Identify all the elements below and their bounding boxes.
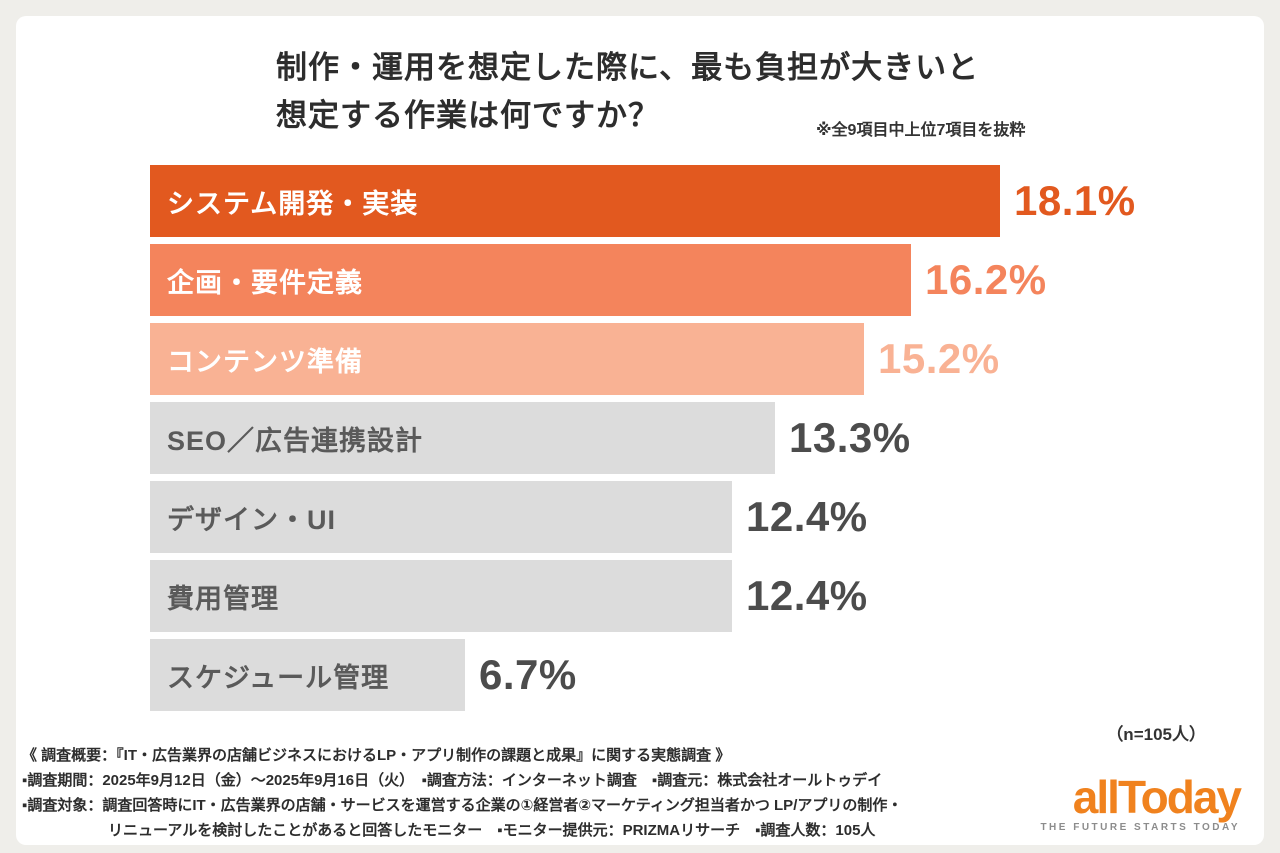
footer-line: リニューアルを検討したことがあると回答したモニター ▪モニター提供元：PRIZM… xyxy=(108,822,876,839)
bar-row: 企画・要件定義 16.2% xyxy=(150,244,1260,316)
bar-label: デザイン・UI xyxy=(167,504,336,535)
bar-row: デザイン・UI 12.4% xyxy=(150,481,1260,553)
bar: コンテンツ準備 xyxy=(150,323,864,395)
bar: 企画・要件定義 xyxy=(150,244,911,316)
bar-row: SEO／広告連携設計 13.3% xyxy=(150,402,1260,474)
footer-line: ▪調査期間：2025年9月12日（金）〜2025年9月16日（火） ▪調査方法：… xyxy=(22,772,883,789)
survey-chart-card: 制作・運用を想定した際に、最も負担が大きいと 想定する作業は何ですか？ ※全9項… xyxy=(16,16,1264,845)
bar-chart: システム開発・実装 18.1% 企画・要件定義 16.2% コンテンツ準備 15… xyxy=(150,165,1260,718)
bar-value: 13.3% xyxy=(789,414,911,461)
footer-line: ▪調査対象：調査回答時にIT・広告業界の店舗・サービスを運営する企業の①経営者②… xyxy=(22,797,903,814)
bar-label: スケジュール管理 xyxy=(167,662,390,693)
bar-label: システム開発・実装 xyxy=(167,188,419,219)
bar: スケジュール管理 xyxy=(150,639,465,711)
bar-row: コンテンツ準備 15.2% xyxy=(150,323,1260,395)
chart-title-line1: 制作・運用を想定した際に、最も負担が大きいと xyxy=(276,50,980,85)
bar-value: 12.4% xyxy=(746,493,868,540)
bar: SEO／広告連携設計 xyxy=(150,402,775,474)
bar-label: 企画・要件定義 xyxy=(167,267,363,298)
bar-label: 費用管理 xyxy=(167,583,279,614)
bar-value: 16.2% xyxy=(925,256,1047,303)
bar-row: スケジュール管理 6.7% xyxy=(150,639,1260,711)
bar-value: 6.7% xyxy=(479,651,577,698)
bar-value: 12.4% xyxy=(746,572,868,619)
bar: デザイン・UI xyxy=(150,481,732,553)
bar: 費用管理 xyxy=(150,560,732,632)
chart-note: ※全9項目中上位7項目を抜粋 xyxy=(816,122,1026,139)
bar-value: 18.1% xyxy=(1014,177,1136,224)
survey-overview-footer: 《 調査概要：『IT・広告業界の店舗ビジネスにおけるLP・アプリ制作の課題と成果… xyxy=(22,743,902,843)
chart-title-line2: 想定する作業は何ですか？ xyxy=(276,98,660,133)
bar-value: 15.2% xyxy=(878,335,1000,382)
chart-title: 制作・運用を想定した際に、最も負担が大きいと 想定する作業は何ですか？ xyxy=(276,44,979,140)
bar-row: 費用管理 12.4% xyxy=(150,560,1260,632)
company-logo: allToday THE FUTURE STARTS TODAY xyxy=(1040,771,1242,833)
bar: システム開発・実装 xyxy=(150,165,1000,237)
sample-size-label: （n=105人） xyxy=(1106,725,1206,744)
bar-row: システム開発・実装 18.1% xyxy=(150,165,1260,237)
footer-line: 《 調査概要：『IT・広告業界の店舗ビジネスにおけるLP・アプリ制作の課題と成果… xyxy=(22,747,731,764)
company-logo-tagline: THE FUTURE STARTS TODAY xyxy=(1040,822,1240,833)
company-logo-text: allToday xyxy=(1072,771,1242,823)
bar-label: SEO／広告連携設計 xyxy=(167,425,424,456)
bar-label: コンテンツ準備 xyxy=(167,346,363,377)
